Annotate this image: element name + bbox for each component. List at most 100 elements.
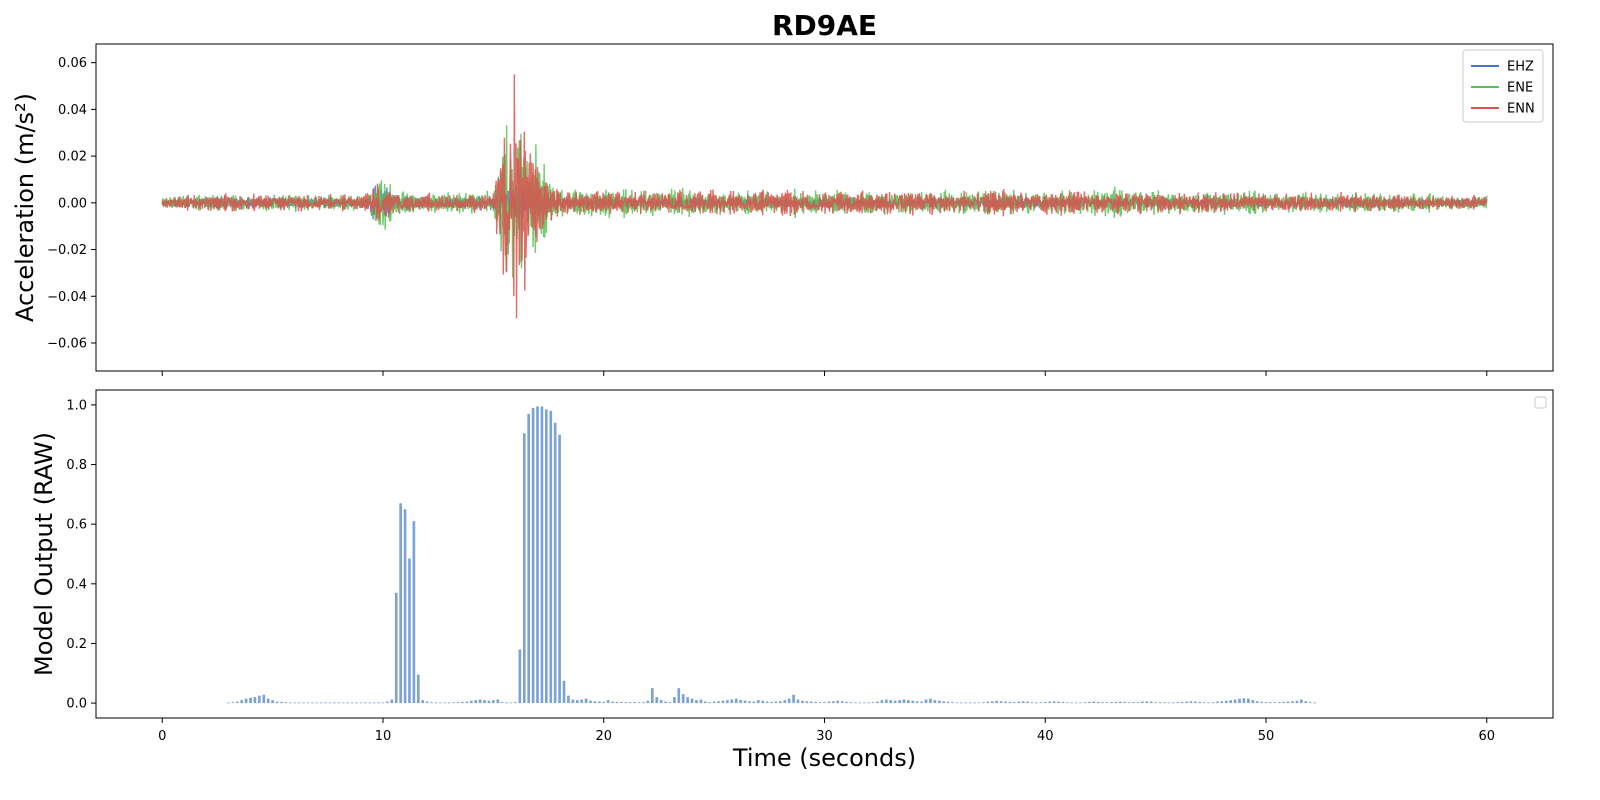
output-bar (527, 413, 531, 704)
output-bar (628, 702, 632, 704)
output-bar (1264, 702, 1268, 704)
y-tick-label: 0.02 (58, 150, 87, 165)
output-bar (854, 702, 857, 704)
output-bar (549, 410, 553, 704)
output-bar (315, 702, 319, 704)
y-tick-label: 1.0 (66, 398, 87, 413)
output-bar (531, 407, 535, 704)
output-bar (942, 701, 946, 704)
output-bar (1118, 701, 1122, 704)
output-bar (761, 700, 765, 704)
output-bar (968, 702, 972, 704)
output-bar (1233, 699, 1237, 704)
y-tick-label: −0.04 (47, 290, 87, 305)
output-bar (801, 700, 804, 704)
output-bar (739, 700, 742, 704)
output-bar (611, 701, 614, 704)
output-bar (787, 698, 791, 704)
output-bar (620, 701, 623, 704)
output-bar (1171, 702, 1175, 704)
output-bar (840, 701, 844, 704)
output-bar (1189, 701, 1193, 704)
output-bar (668, 702, 672, 704)
output-bar (421, 700, 425, 704)
y-tick-label: −0.02 (47, 243, 87, 258)
output-bar (646, 700, 650, 704)
output-bar (827, 701, 831, 704)
output-bar (1158, 702, 1162, 704)
output-bar (920, 701, 923, 704)
output-bar (659, 700, 663, 704)
output-bar (884, 699, 888, 704)
x-tick-label: 20 (595, 729, 612, 744)
output-bar (381, 702, 385, 704)
output-bar (748, 701, 751, 704)
output-bar (447, 702, 451, 704)
output-bar (430, 702, 433, 704)
output-bar (584, 698, 588, 704)
output-bar (1110, 702, 1113, 704)
output-bar (1048, 701, 1051, 704)
output-bar (280, 701, 283, 704)
output-bar (650, 688, 654, 704)
y-tick-label: 0.6 (66, 518, 87, 533)
output-bar (655, 697, 659, 704)
output-bar (333, 702, 336, 704)
output-bar (346, 702, 349, 704)
output-bar (425, 701, 429, 704)
output-bar (677, 688, 681, 704)
output-bar (390, 699, 394, 704)
output-bar (862, 702, 866, 704)
acceleration-x-ticks (161, 371, 1488, 376)
model-output-y-axis-label: Model Output (RAW) (30, 432, 58, 676)
output-bar (1255, 701, 1259, 704)
output-bar (681, 694, 685, 704)
x-tick-label: 50 (1258, 729, 1275, 744)
output-bar (1092, 701, 1096, 704)
x-tick-label: 40 (1037, 729, 1054, 744)
output-bar (1260, 701, 1263, 704)
output-bar (465, 701, 469, 704)
output-bar (946, 701, 950, 704)
output-bar (893, 700, 897, 704)
output-bar (1304, 701, 1308, 704)
output-bar (355, 702, 358, 704)
output-bar (377, 702, 380, 704)
output-bar (553, 422, 557, 704)
output-bar (364, 702, 367, 704)
model-output-y-ticks: 0.0 0.2 0.4 0.6 0.8 1.0 (66, 398, 96, 712)
output-bar (642, 702, 645, 704)
output-bar (832, 701, 835, 704)
output-bar (779, 701, 782, 704)
output-bar (726, 700, 729, 704)
output-bar (545, 409, 548, 704)
output-bar (452, 702, 455, 704)
output-bar (937, 700, 941, 704)
output-bar (1207, 702, 1210, 704)
output-bar (394, 592, 398, 704)
output-bar (977, 702, 981, 704)
output-bar (540, 406, 544, 704)
output-bar (995, 700, 999, 704)
output-bar (399, 503, 402, 704)
output-bar (408, 558, 411, 704)
output-bar (1220, 701, 1224, 704)
output-bar (443, 702, 447, 704)
chart-title: RD9AE (772, 9, 877, 42)
acceleration-y-ticks: −0.06 −0.04 −0.02 0.00 0.02 0.04 0.06 (47, 56, 96, 351)
y-tick-label: −0.06 (47, 336, 87, 351)
output-bar (1026, 701, 1029, 704)
output-bar (1194, 701, 1197, 704)
output-bar (571, 699, 575, 704)
output-bar (637, 702, 641, 704)
output-bar (845, 701, 848, 704)
output-bar (412, 521, 416, 704)
y-tick-label: 0.06 (58, 56, 87, 71)
series-line-enn (161, 74, 1488, 319)
output-bar (712, 701, 716, 704)
output-bar (275, 701, 279, 704)
output-bar (253, 697, 257, 704)
output-bar (703, 701, 707, 704)
output-bar (337, 702, 341, 704)
